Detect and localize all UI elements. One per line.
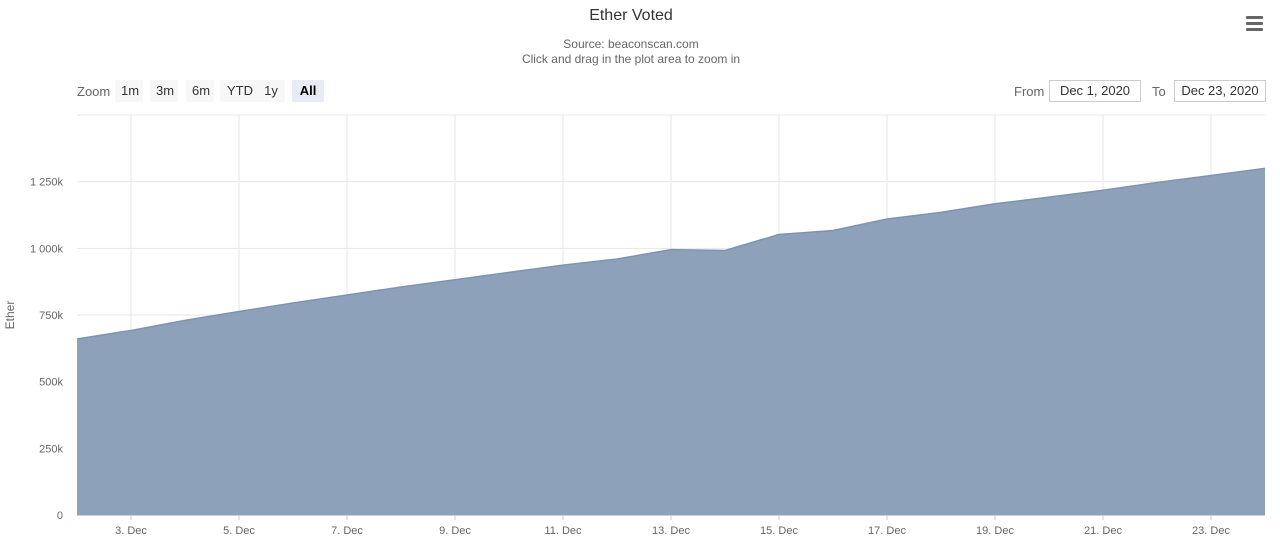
- x-tick-label: 9. Dec: [439, 525, 471, 537]
- y-tick-label: 1 250k: [30, 177, 64, 189]
- to-label: To: [1152, 84, 1166, 99]
- y-axis-ticks: 0 250k 500k 750k 1 000k 1 250k: [30, 177, 64, 522]
- series-area: [76, 167, 1266, 515]
- zoom-button-ytd[interactable]: YTD: [220, 80, 260, 102]
- x-tick-label: 5. Dec: [223, 525, 255, 537]
- zoom-button-all[interactable]: All: [292, 80, 324, 102]
- zoom-button-6m[interactable]: 6m: [186, 80, 214, 102]
- y-tick-label: 0: [57, 510, 63, 522]
- x-tick-label: 3. Dec: [115, 525, 147, 537]
- y-tick-label: 750k: [39, 310, 63, 322]
- to-date-input[interactable]: Dec 23, 2020: [1174, 80, 1266, 102]
- subtitle-zoom-hint: Click and drag in the plot area to zoom …: [521, 52, 741, 66]
- zoom-label: Zoom: [77, 84, 111, 99]
- from-label: From: [1014, 84, 1045, 99]
- from-date-input[interactable]: Dec 1, 2020: [1049, 80, 1141, 102]
- chart-subtitle: Source: beaconscan.com Click and drag in…: [0, 37, 1262, 67]
- subtitle-source: Source: beaconscan.com: [563, 37, 699, 51]
- x-tick-label: 7. Dec: [331, 525, 363, 537]
- zoom-button-1y[interactable]: 1y: [257, 80, 285, 102]
- y-tick-label: 1 000k: [30, 243, 64, 255]
- y-tick-label: 500k: [39, 377, 63, 389]
- x-tick-label: 21. Dec: [1084, 525, 1122, 537]
- x-tick-label: 13. Dec: [652, 525, 690, 537]
- zoom-button-1m[interactable]: 1m: [115, 80, 143, 102]
- y-tick-label: 250k: [39, 443, 63, 455]
- area-fill: [77, 168, 1265, 515]
- x-tick-label: 23. Dec: [1192, 525, 1230, 537]
- x-axis-ticks: 3. Dec 5. Dec 7. Dec 9. Dec 11. Dec 13. Dec 15…: [77, 515, 1265, 537]
- chart-title: Ether Voted: [589, 7, 673, 24]
- y-axis-title: Ether: [3, 301, 17, 330]
- x-tick-label: 17. Dec: [868, 525, 906, 537]
- x-tick-label: 11. Dec: [544, 525, 582, 537]
- zoom-button-3m[interactable]: 3m: [150, 80, 178, 102]
- x-tick-label: 19. Dec: [976, 525, 1014, 537]
- hamburger-menu-icon[interactable]: [1242, 12, 1266, 34]
- x-tick-label: 15. Dec: [760, 525, 798, 537]
